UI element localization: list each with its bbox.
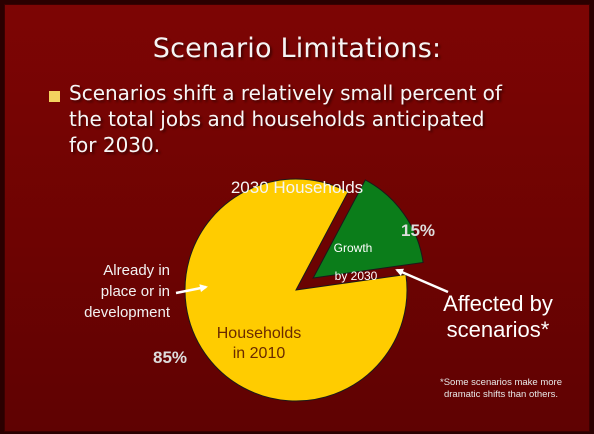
pie-slices: [185, 179, 423, 401]
annotation-left-line: place or in: [101, 283, 170, 300]
annotation-right-line: scenarios*: [447, 317, 550, 342]
annotation-left-line: development: [84, 304, 171, 321]
households-slice-label: Households: [217, 325, 302, 342]
footnote-line: *Some scenarios make more: [440, 377, 562, 388]
growth-percent-label: 15%: [401, 221, 435, 240]
households-slice-label: in 2010: [233, 345, 286, 362]
annotation-left-line: Already in: [103, 262, 170, 279]
growth-slice-label: Growth: [334, 241, 373, 255]
footnote-line: dramatic shifts than others.: [444, 389, 558, 400]
annotation-right-line: Affected by: [443, 291, 553, 316]
growth-slice-label: by 2030: [335, 269, 378, 283]
chart-title: 2030 Households: [231, 178, 363, 197]
households-percent-label: 85%: [153, 348, 187, 367]
